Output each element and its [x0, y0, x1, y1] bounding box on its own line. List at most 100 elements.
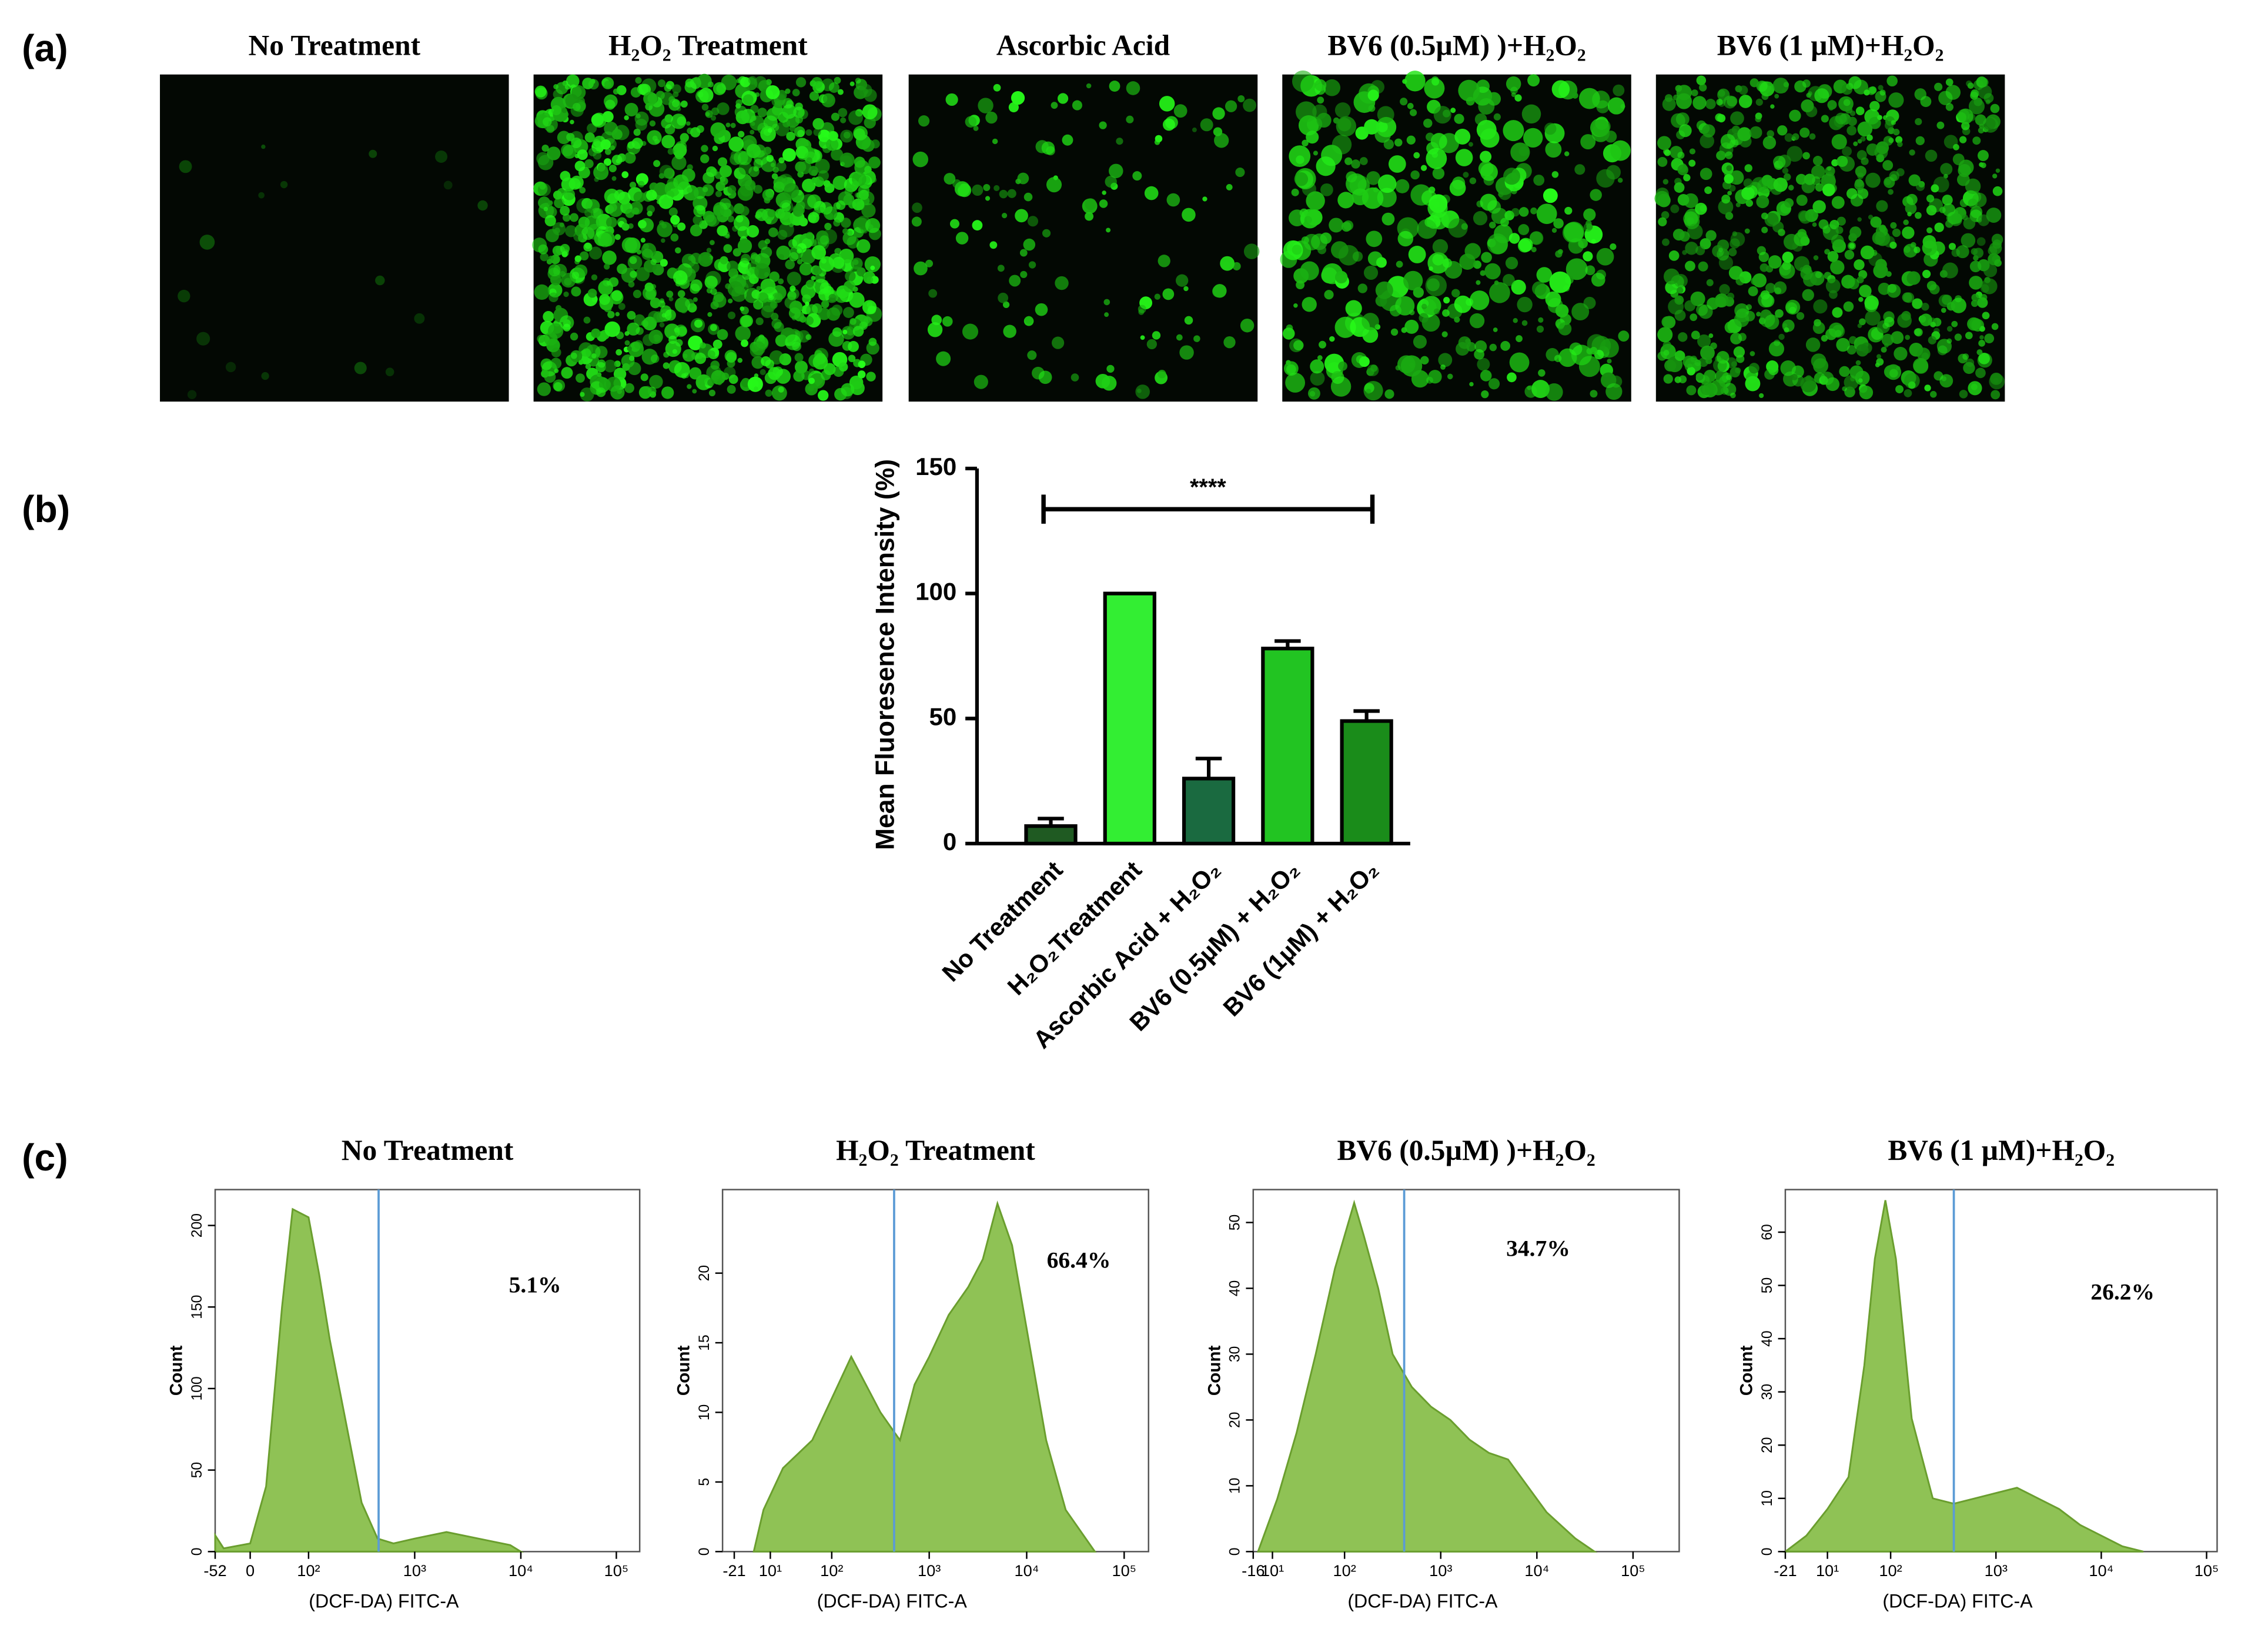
- cell: [1316, 156, 1336, 176]
- cell: [1736, 354, 1745, 363]
- cell: [790, 285, 796, 292]
- cell: [852, 198, 865, 211]
- cell: [1955, 295, 1962, 303]
- cell: [765, 85, 780, 99]
- cell: [1235, 168, 1245, 178]
- cell: [1533, 175, 1545, 186]
- cell: [668, 296, 674, 302]
- cell: [741, 253, 751, 264]
- cell: [1046, 177, 1062, 193]
- cell: [717, 225, 728, 236]
- cell: [1154, 293, 1160, 300]
- cell: [1095, 373, 1110, 389]
- y-tick-label: 30: [1227, 1346, 1243, 1363]
- cell: [546, 206, 557, 218]
- cell: [570, 119, 574, 125]
- cell: [1498, 187, 1511, 200]
- cell: [1557, 249, 1563, 255]
- cell: [1946, 326, 1953, 332]
- cell: [580, 387, 594, 402]
- cell: [784, 183, 800, 199]
- cell: [1606, 165, 1621, 180]
- cell: [1912, 298, 1923, 309]
- cell: [673, 174, 689, 190]
- cell: [1831, 196, 1845, 209]
- image-title: Ascorbic Acid: [996, 29, 1170, 62]
- cell: [1718, 89, 1725, 97]
- cell: [702, 186, 708, 192]
- cell: [1605, 383, 1623, 400]
- cell: [1583, 208, 1596, 221]
- cell: [1564, 206, 1573, 215]
- cell: [1585, 265, 1595, 276]
- cell: [1023, 238, 1036, 251]
- cell: [1915, 212, 1922, 219]
- cell: [561, 367, 573, 379]
- cell: [1038, 370, 1052, 384]
- cell: [1778, 333, 1785, 340]
- cell: [1969, 276, 1983, 290]
- cell: [1870, 216, 1882, 228]
- cell: [1702, 124, 1715, 138]
- cell: [1869, 101, 1880, 112]
- cell: [1689, 148, 1696, 155]
- cell: [797, 129, 805, 138]
- cell: [534, 284, 550, 300]
- cell: [1825, 278, 1841, 293]
- cell: [1613, 84, 1625, 96]
- cell: [1545, 291, 1561, 307]
- cell: [1362, 313, 1379, 330]
- cell: [1583, 223, 1593, 232]
- cell: [1730, 111, 1744, 126]
- cell: [1487, 233, 1508, 255]
- cell: [587, 288, 597, 298]
- cell: [1617, 178, 1623, 183]
- cell: [1732, 231, 1737, 236]
- cell: [1842, 146, 1852, 156]
- cell: [862, 104, 878, 120]
- cell: [1744, 228, 1750, 234]
- cell: [1934, 82, 1943, 91]
- cell: [1811, 165, 1825, 179]
- cell: [1990, 103, 2000, 113]
- cell: [1800, 236, 1810, 246]
- cell: [1705, 99, 1716, 109]
- cell: [1481, 252, 1492, 263]
- cell: [1527, 74, 1540, 87]
- cell: [1447, 373, 1453, 380]
- cell: [1885, 271, 1892, 277]
- cell: [1296, 280, 1305, 290]
- cell: [1304, 216, 1312, 224]
- x-axis-label: (DCF-DA) FITC-A: [817, 1590, 968, 1611]
- cell: [1864, 295, 1879, 310]
- cell: [1102, 190, 1106, 195]
- y-tick-label: 40: [1759, 1330, 1775, 1347]
- cell: [1523, 128, 1543, 148]
- cell: [1756, 195, 1769, 209]
- cell: [1583, 251, 1593, 262]
- cell: [754, 76, 767, 89]
- cell: [1878, 85, 1884, 91]
- cell: [1553, 218, 1564, 229]
- x-tick-label: 10⁴: [1014, 1561, 1039, 1580]
- bar: [1261, 647, 1314, 846]
- cell: [730, 122, 736, 128]
- cell: [813, 128, 821, 136]
- bar: [1024, 824, 1078, 846]
- cell: [1759, 393, 1764, 399]
- cell: [1859, 318, 1866, 326]
- cell: [1590, 189, 1602, 201]
- cell: [1728, 266, 1743, 280]
- cell: [1481, 390, 1489, 399]
- cell: [859, 321, 868, 330]
- cell: [1657, 157, 1668, 167]
- cell: [1849, 243, 1855, 249]
- cell: [785, 259, 795, 270]
- y-tick-label: 15: [697, 1334, 712, 1351]
- cell: [1657, 136, 1671, 150]
- cell: [832, 256, 845, 269]
- cell: [993, 83, 1001, 92]
- cell: [760, 369, 766, 376]
- x-tick-label: -52: [203, 1561, 226, 1580]
- cell: [1877, 115, 1882, 121]
